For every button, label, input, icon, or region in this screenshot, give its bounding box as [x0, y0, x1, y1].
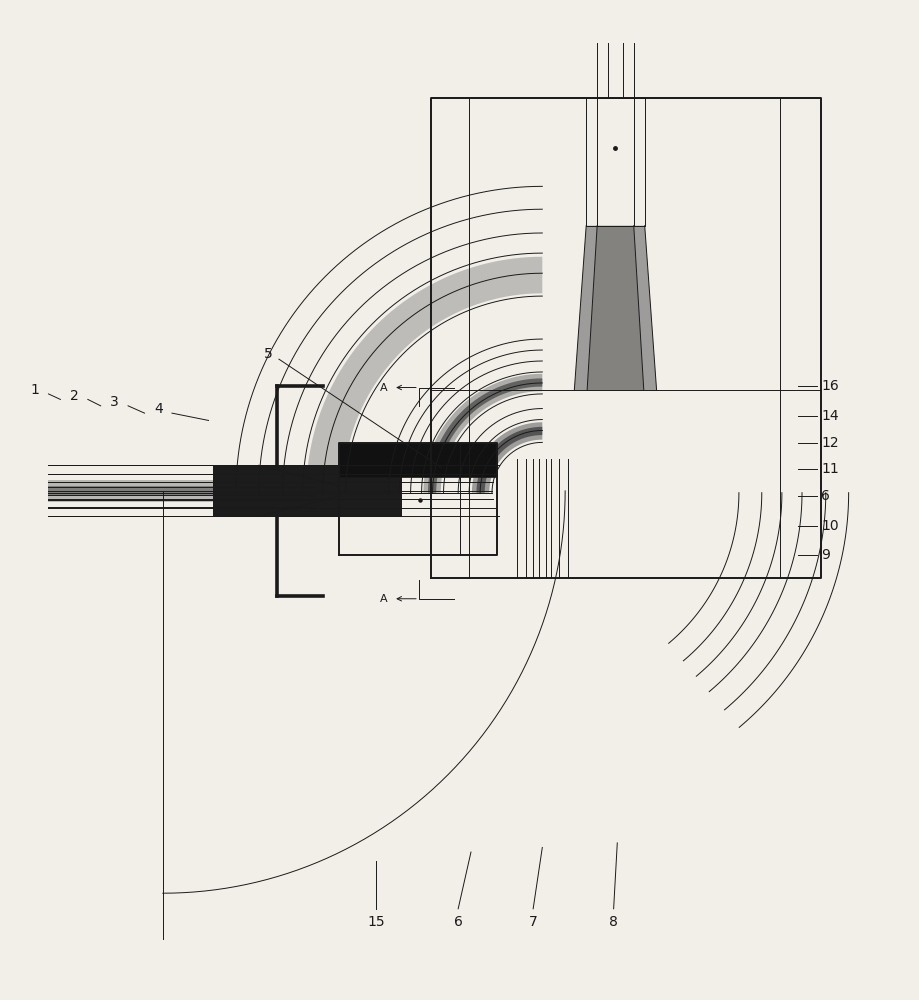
Bar: [49, 486, 350, 495]
Text: 2: 2: [70, 389, 78, 403]
Text: A: A: [380, 594, 387, 604]
Text: 8: 8: [608, 915, 618, 929]
Bar: [339, 443, 496, 477]
Text: 11: 11: [821, 462, 838, 476]
Polygon shape: [633, 226, 656, 390]
Text: 1: 1: [30, 383, 40, 397]
Polygon shape: [423, 374, 541, 493]
Text: 12: 12: [821, 436, 838, 450]
Text: 7: 7: [528, 915, 537, 929]
Polygon shape: [471, 422, 541, 493]
Text: 16: 16: [821, 379, 838, 393]
Text: 10: 10: [821, 519, 838, 533]
Polygon shape: [306, 257, 541, 493]
Text: 5: 5: [264, 347, 272, 361]
Text: 6: 6: [453, 915, 462, 929]
Polygon shape: [476, 427, 541, 493]
Text: 4: 4: [153, 402, 163, 416]
Text: 3: 3: [110, 395, 119, 409]
Polygon shape: [427, 378, 541, 493]
Polygon shape: [573, 226, 596, 390]
Bar: [213, 465, 400, 516]
Bar: [49, 480, 350, 502]
Polygon shape: [586, 226, 643, 390]
Text: 6: 6: [821, 489, 829, 503]
Text: 14: 14: [821, 409, 838, 423]
Text: A: A: [380, 383, 387, 393]
Text: 15: 15: [367, 915, 384, 929]
Text: 9: 9: [821, 548, 829, 562]
